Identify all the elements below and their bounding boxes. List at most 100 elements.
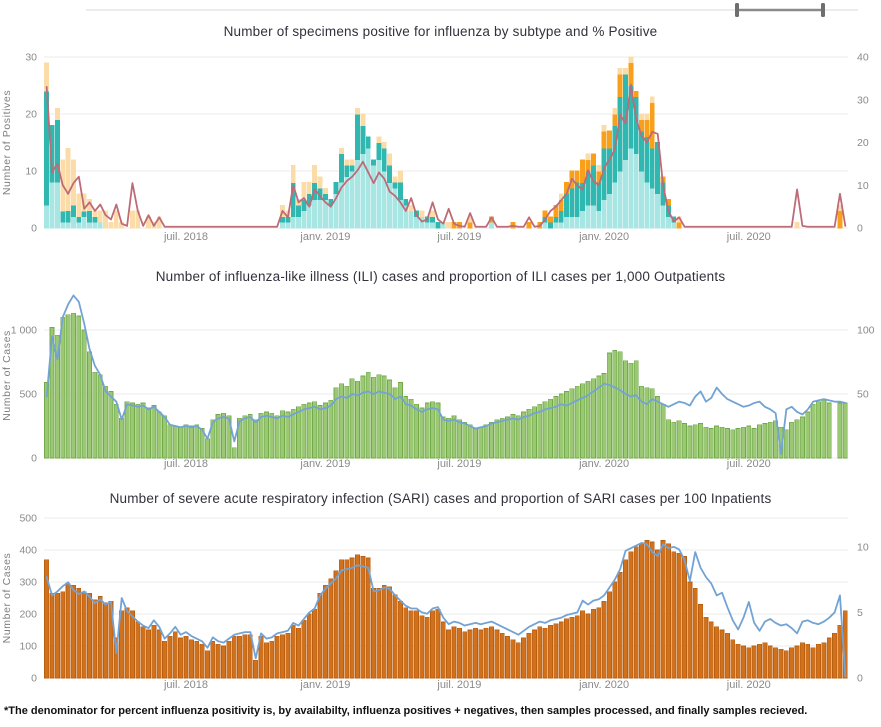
bar[interactable] bbox=[740, 645, 746, 679]
bar[interactable] bbox=[762, 642, 768, 679]
bar[interactable] bbox=[569, 616, 575, 679]
bar[interactable] bbox=[54, 592, 60, 679]
bar[interactable] bbox=[655, 142, 661, 195]
bar[interactable] bbox=[574, 182, 580, 217]
bar[interactable] bbox=[221, 645, 226, 679]
bar[interactable] bbox=[596, 164, 602, 172]
bar[interactable] bbox=[253, 660, 259, 679]
bar[interactable] bbox=[612, 581, 618, 679]
bar[interactable] bbox=[360, 125, 366, 155]
chart-ili-plot[interactable]: 0 500 1 000 50 100 juil. 2018 janv. 2019 juil. … bbox=[0, 255, 881, 481]
bar[interactable] bbox=[628, 147, 634, 229]
bar[interactable] bbox=[392, 182, 398, 189]
bar[interactable] bbox=[65, 583, 71, 679]
slider-handle-right[interactable] bbox=[821, 3, 825, 17]
bar[interactable] bbox=[269, 412, 275, 459]
bar[interactable] bbox=[644, 119, 650, 138]
bar[interactable] bbox=[558, 221, 564, 229]
bar[interactable] bbox=[489, 221, 494, 229]
bar[interactable] bbox=[478, 426, 484, 459]
bar[interactable] bbox=[113, 403, 119, 459]
bar[interactable] bbox=[172, 425, 178, 459]
bar[interactable] bbox=[92, 371, 98, 459]
bar[interactable] bbox=[628, 56, 634, 64]
bar[interactable] bbox=[408, 398, 414, 459]
bar[interactable] bbox=[81, 329, 87, 459]
bar[interactable] bbox=[714, 626, 720, 679]
bar[interactable] bbox=[574, 615, 580, 679]
bar[interactable] bbox=[349, 164, 355, 172]
bar[interactable] bbox=[194, 640, 200, 679]
bar[interactable] bbox=[821, 400, 827, 459]
bar[interactable] bbox=[473, 428, 478, 459]
bar[interactable] bbox=[676, 420, 682, 459]
bar[interactable] bbox=[49, 182, 55, 229]
bar[interactable] bbox=[376, 374, 382, 459]
bar[interactable] bbox=[687, 581, 693, 679]
bar[interactable] bbox=[392, 176, 398, 183]
bar[interactable] bbox=[628, 362, 634, 459]
bar[interactable] bbox=[408, 610, 414, 679]
bar[interactable] bbox=[81, 210, 87, 217]
bar[interactable] bbox=[671, 551, 677, 679]
bar[interactable] bbox=[306, 182, 312, 195]
bar[interactable] bbox=[414, 216, 419, 229]
bar[interactable] bbox=[794, 419, 800, 459]
bar[interactable] bbox=[349, 378, 355, 459]
bar[interactable] bbox=[322, 193, 328, 200]
bar[interactable] bbox=[649, 96, 655, 103]
bar[interactable] bbox=[397, 382, 403, 459]
bar[interactable] bbox=[381, 142, 387, 149]
bar[interactable] bbox=[435, 402, 441, 459]
bar[interactable] bbox=[376, 142, 382, 160]
bar[interactable] bbox=[296, 628, 301, 679]
bar[interactable] bbox=[553, 221, 559, 229]
bar[interactable] bbox=[596, 607, 602, 679]
bar[interactable] bbox=[296, 216, 301, 229]
bar[interactable] bbox=[274, 636, 280, 679]
bar[interactable] bbox=[762, 423, 768, 459]
bar[interactable] bbox=[724, 428, 730, 459]
bar[interactable] bbox=[76, 588, 82, 679]
bar[interactable] bbox=[215, 644, 221, 679]
chart-sari-plot[interactable]: 0 100 200 300 400 500 0 5 10 juil. 2018 janv. 2019… bbox=[0, 484, 881, 704]
bar[interactable] bbox=[146, 407, 151, 459]
bar[interactable] bbox=[778, 648, 784, 679]
bar[interactable] bbox=[639, 113, 645, 121]
bar[interactable] bbox=[489, 421, 494, 459]
bar[interactable] bbox=[660, 403, 666, 459]
bar[interactable] bbox=[531, 406, 537, 459]
bar[interactable] bbox=[135, 621, 141, 679]
bar[interactable] bbox=[505, 416, 511, 459]
bar[interactable] bbox=[301, 210, 307, 229]
bar[interactable] bbox=[113, 210, 119, 229]
bar[interactable] bbox=[317, 405, 323, 459]
bar[interactable] bbox=[601, 199, 607, 229]
bar[interactable] bbox=[639, 170, 645, 229]
bar[interactable] bbox=[751, 645, 757, 679]
bar[interactable] bbox=[290, 409, 296, 459]
bar[interactable] bbox=[167, 424, 173, 459]
bar[interactable] bbox=[564, 193, 569, 217]
bar[interactable] bbox=[740, 426, 746, 459]
bar[interactable] bbox=[183, 424, 189, 459]
bar[interactable] bbox=[483, 424, 489, 459]
bar[interactable] bbox=[767, 421, 773, 459]
bar[interactable] bbox=[76, 193, 82, 217]
bar[interactable] bbox=[414, 403, 419, 459]
bar[interactable] bbox=[81, 193, 87, 212]
bar[interactable] bbox=[312, 164, 318, 183]
bar[interactable] bbox=[188, 639, 194, 679]
bar[interactable] bbox=[456, 419, 462, 459]
bars-sari-cases[interactable] bbox=[44, 540, 848, 679]
bar[interactable] bbox=[344, 164, 350, 178]
bar[interactable] bbox=[628, 62, 634, 86]
bar[interactable] bbox=[826, 402, 832, 459]
bar[interactable] bbox=[199, 644, 205, 679]
bar[interactable] bbox=[569, 216, 575, 229]
bar[interactable] bbox=[44, 559, 50, 679]
bar[interactable] bbox=[322, 187, 328, 195]
bar[interactable] bbox=[328, 578, 334, 679]
bar[interactable] bbox=[649, 147, 655, 189]
bar[interactable] bbox=[285, 411, 291, 459]
